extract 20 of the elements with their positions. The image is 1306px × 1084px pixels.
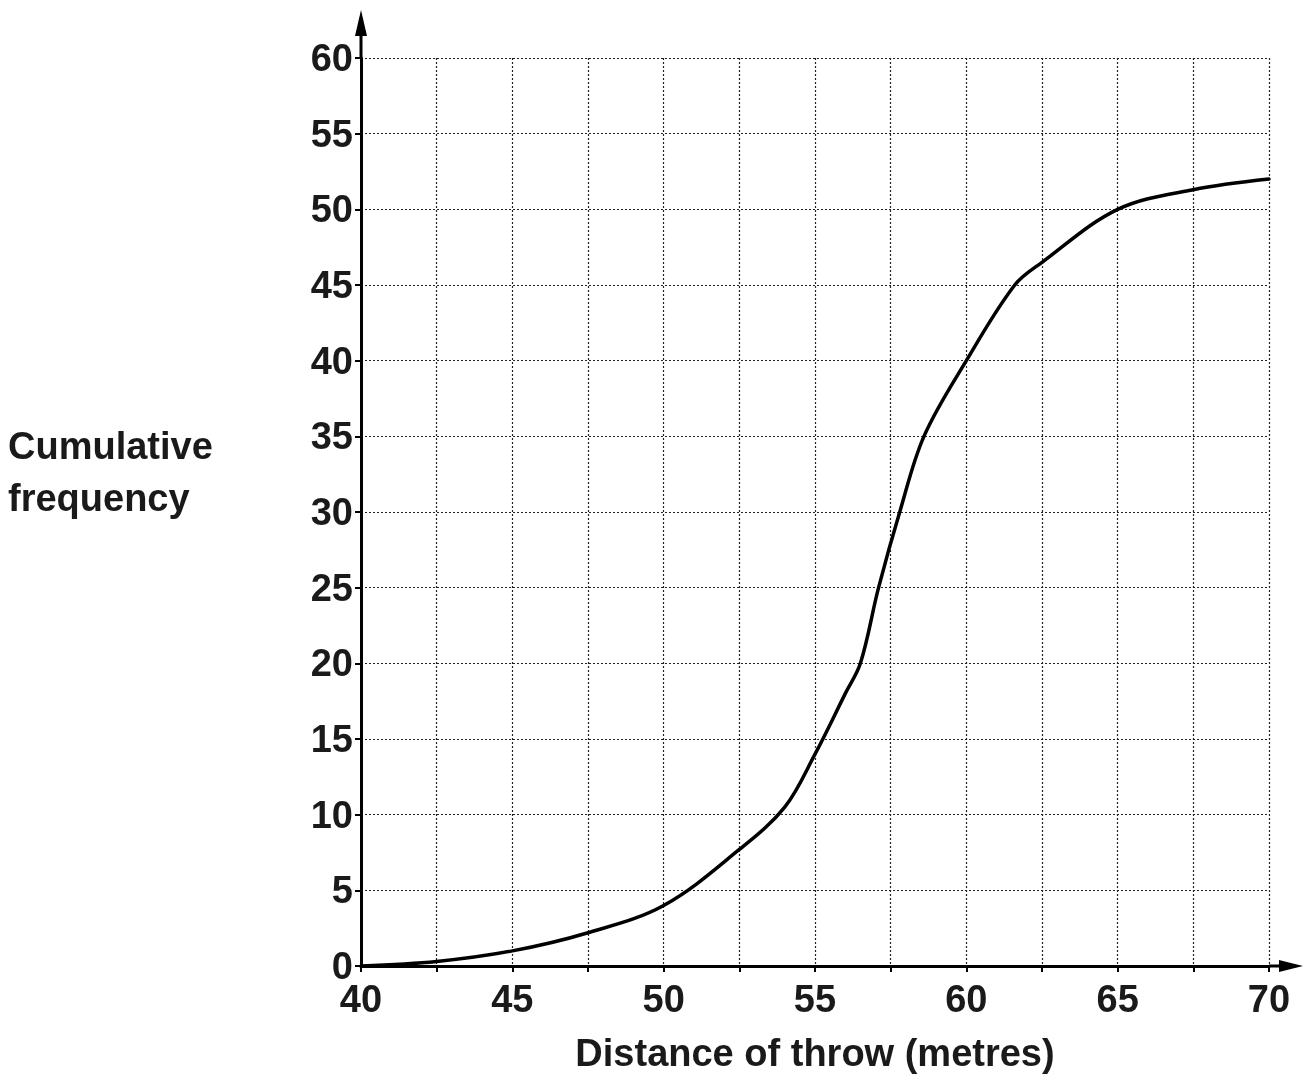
- y-tick-label: 20: [310, 642, 353, 685]
- x-tick-label: 45: [491, 978, 534, 1020]
- y-tick-label: 30: [310, 491, 353, 533]
- y-tick-label: 40: [310, 339, 353, 382]
- y-tick-label: 50: [310, 188, 353, 231]
- x-tick-label: 50: [642, 978, 685, 1020]
- y-tick-label: 5: [331, 869, 353, 912]
- y-tick-label: 10: [310, 793, 353, 836]
- x-tick-label: 55: [793, 978, 837, 1020]
- y-tick-label: 25: [310, 566, 353, 609]
- y-tick-label: 45: [310, 264, 353, 306]
- y-tick-label: 15: [310, 718, 353, 760]
- x-tick-label: 60: [945, 978, 988, 1020]
- x-axis-title: Distance of throw (metres): [575, 1032, 1055, 1074]
- x-tick-label: 65: [1096, 978, 1139, 1020]
- y-tick-label: 35: [310, 415, 353, 458]
- x-tick-label: 70: [1247, 978, 1291, 1020]
- y-tick-label: 55: [310, 112, 353, 155]
- y-axis-title: Cumulative frequency: [8, 425, 224, 519]
- y-tick-label: 60: [310, 37, 353, 79]
